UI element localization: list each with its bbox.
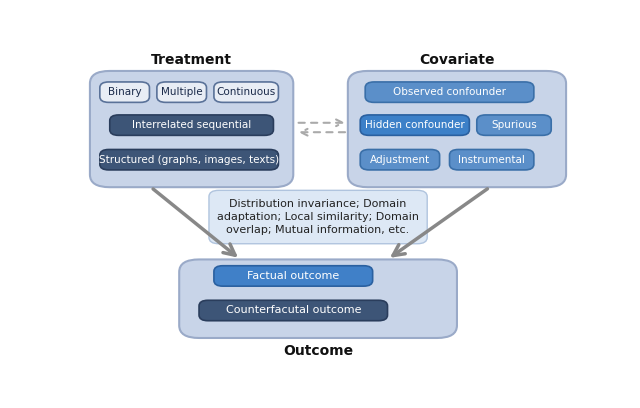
Text: Observed confounder: Observed confounder bbox=[393, 87, 506, 97]
FancyBboxPatch shape bbox=[179, 259, 457, 338]
Text: Distribution invariance; Domain
adaptation; Local similarity; Domain
overlap; Mu: Distribution invariance; Domain adaptati… bbox=[217, 199, 419, 235]
FancyBboxPatch shape bbox=[157, 82, 207, 102]
Text: Treatment: Treatment bbox=[151, 53, 232, 67]
FancyBboxPatch shape bbox=[110, 115, 273, 135]
Text: Adjustment: Adjustment bbox=[370, 155, 430, 165]
FancyBboxPatch shape bbox=[100, 82, 150, 102]
Text: Hidden confounder: Hidden confounder bbox=[365, 120, 465, 130]
Text: Outcome: Outcome bbox=[283, 344, 353, 357]
FancyBboxPatch shape bbox=[360, 115, 469, 135]
Text: Counterfacutal outcome: Counterfacutal outcome bbox=[225, 306, 361, 315]
FancyBboxPatch shape bbox=[209, 190, 428, 244]
Text: Interrelated sequential: Interrelated sequential bbox=[132, 120, 252, 130]
FancyBboxPatch shape bbox=[214, 266, 372, 286]
Text: Factual outcome: Factual outcome bbox=[247, 271, 339, 281]
FancyBboxPatch shape bbox=[360, 149, 440, 170]
FancyBboxPatch shape bbox=[214, 82, 278, 102]
Text: Structured (graphs, images, texts): Structured (graphs, images, texts) bbox=[99, 155, 279, 165]
Text: Covariate: Covariate bbox=[419, 53, 495, 67]
FancyBboxPatch shape bbox=[100, 149, 278, 170]
FancyBboxPatch shape bbox=[449, 149, 534, 170]
FancyBboxPatch shape bbox=[477, 115, 551, 135]
Text: Instrumental: Instrumental bbox=[458, 155, 525, 165]
FancyBboxPatch shape bbox=[348, 71, 566, 187]
Text: Multiple: Multiple bbox=[161, 87, 202, 97]
Text: Spurious: Spurious bbox=[491, 120, 537, 130]
FancyBboxPatch shape bbox=[365, 82, 534, 102]
Text: Binary: Binary bbox=[108, 87, 141, 97]
Text: Continuous: Continuous bbox=[216, 87, 276, 97]
FancyBboxPatch shape bbox=[90, 71, 293, 187]
FancyBboxPatch shape bbox=[199, 300, 388, 321]
